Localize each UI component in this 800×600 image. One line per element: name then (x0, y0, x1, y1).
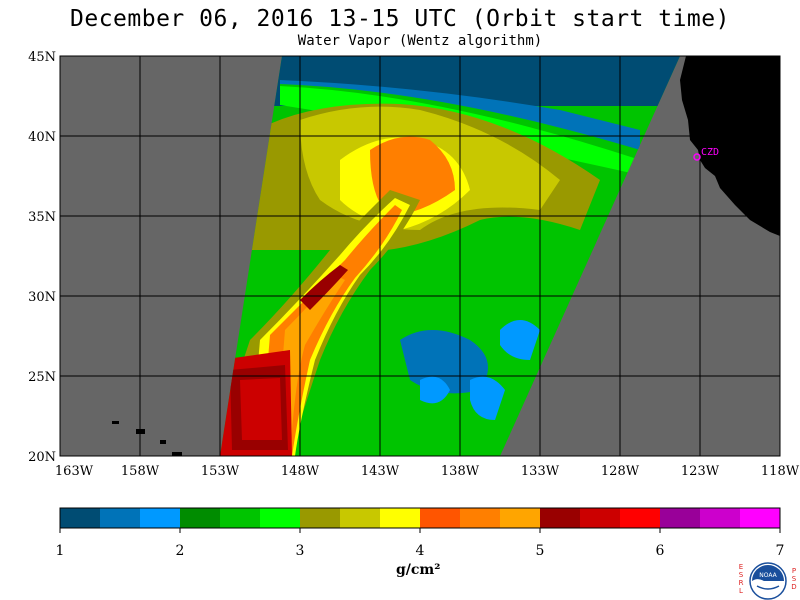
logo-letter: P (791, 567, 797, 575)
colorbar-swatch (700, 508, 741, 528)
latitude-label: 40N (28, 130, 56, 145)
latitude-label: 35N (28, 210, 56, 225)
colorbar-swatch (540, 508, 581, 528)
latitude-label: 45N (28, 50, 56, 65)
longitude-label: 153W (201, 464, 240, 479)
colorbar-tick-label: 7 (775, 543, 785, 559)
longitude-label: 123W (681, 464, 720, 479)
longitude-label: 133W (521, 464, 560, 479)
graticule (60, 56, 780, 456)
logo-letter: L (739, 587, 743, 595)
longitude-label: 158W (121, 464, 160, 479)
longitude-label: 143W (361, 464, 400, 479)
colorbar-swatch (180, 508, 221, 528)
colorbar-tick-label: 4 (415, 543, 425, 559)
latitude-label: 20N (28, 450, 56, 465)
map-title: December 06, 2016 13-15 UTC (Orbit start… (70, 6, 730, 32)
map-subtitle: Water Vapor (Wentz algorithm) (297, 33, 543, 49)
colorbar-swatch (460, 508, 501, 528)
noaa-emblem-icon: NOAA (749, 562, 787, 600)
logo-letter: S (738, 571, 744, 579)
colorbar-swatch (300, 508, 341, 528)
longitude-labels: 163W 158W 153W 148W 143W 138W 133W 128W 123W 118W (55, 464, 800, 479)
plot-frame (59, 55, 781, 457)
colorbar (59, 507, 781, 533)
colorbar-swatch (60, 508, 101, 528)
logo-letter: R (738, 579, 744, 587)
colorbar-tick-label: 3 (295, 543, 305, 559)
colorbar-swatch (380, 508, 421, 528)
colorbar-swatch (140, 508, 181, 528)
noaa-logo: E S R L NOAA P S D (737, 561, 797, 600)
colorbar-swatch (620, 508, 661, 528)
colorbar-swatch (100, 508, 141, 528)
colorbar-tick-label: 2 (175, 543, 185, 559)
island (172, 452, 182, 456)
logo-badge-text: NOAA (759, 572, 777, 579)
island (112, 421, 119, 424)
logo-letter: S (791, 575, 797, 583)
colorbar-swatch (500, 508, 541, 528)
colorbar-swatch (340, 508, 381, 528)
colorbar-swatch (740, 508, 781, 528)
longitude-label: 148W (281, 464, 320, 479)
latitude-label: 30N (28, 290, 56, 305)
latitude-label: 25N (28, 370, 56, 385)
longitude-label: 128W (601, 464, 640, 479)
colorbar-swatch (220, 508, 261, 528)
longitude-label: 118W (761, 464, 800, 479)
latitude-labels: 45N 40N 35N 30N 25N 20N (28, 50, 56, 465)
colorbar-swatch (260, 508, 301, 528)
longitude-label: 138W (441, 464, 480, 479)
colorbar-tick-label: 5 (535, 543, 545, 559)
colorbar-tick-label: 1 (55, 543, 65, 559)
colorbar-swatch (580, 508, 621, 528)
colorbar-unit: g/cm² (396, 562, 441, 578)
station-label: CZD (701, 147, 719, 158)
colorbar-tick-label: 6 (655, 543, 665, 559)
station-marker: CZD (693, 147, 719, 161)
longitude-label: 163W (55, 464, 94, 479)
colorbar-swatch (660, 508, 701, 528)
colorbar-swatch (420, 508, 461, 528)
island (160, 440, 166, 444)
land-mass (680, 56, 780, 236)
logo-letter: E (738, 563, 744, 571)
logo-letter: D (791, 583, 797, 591)
